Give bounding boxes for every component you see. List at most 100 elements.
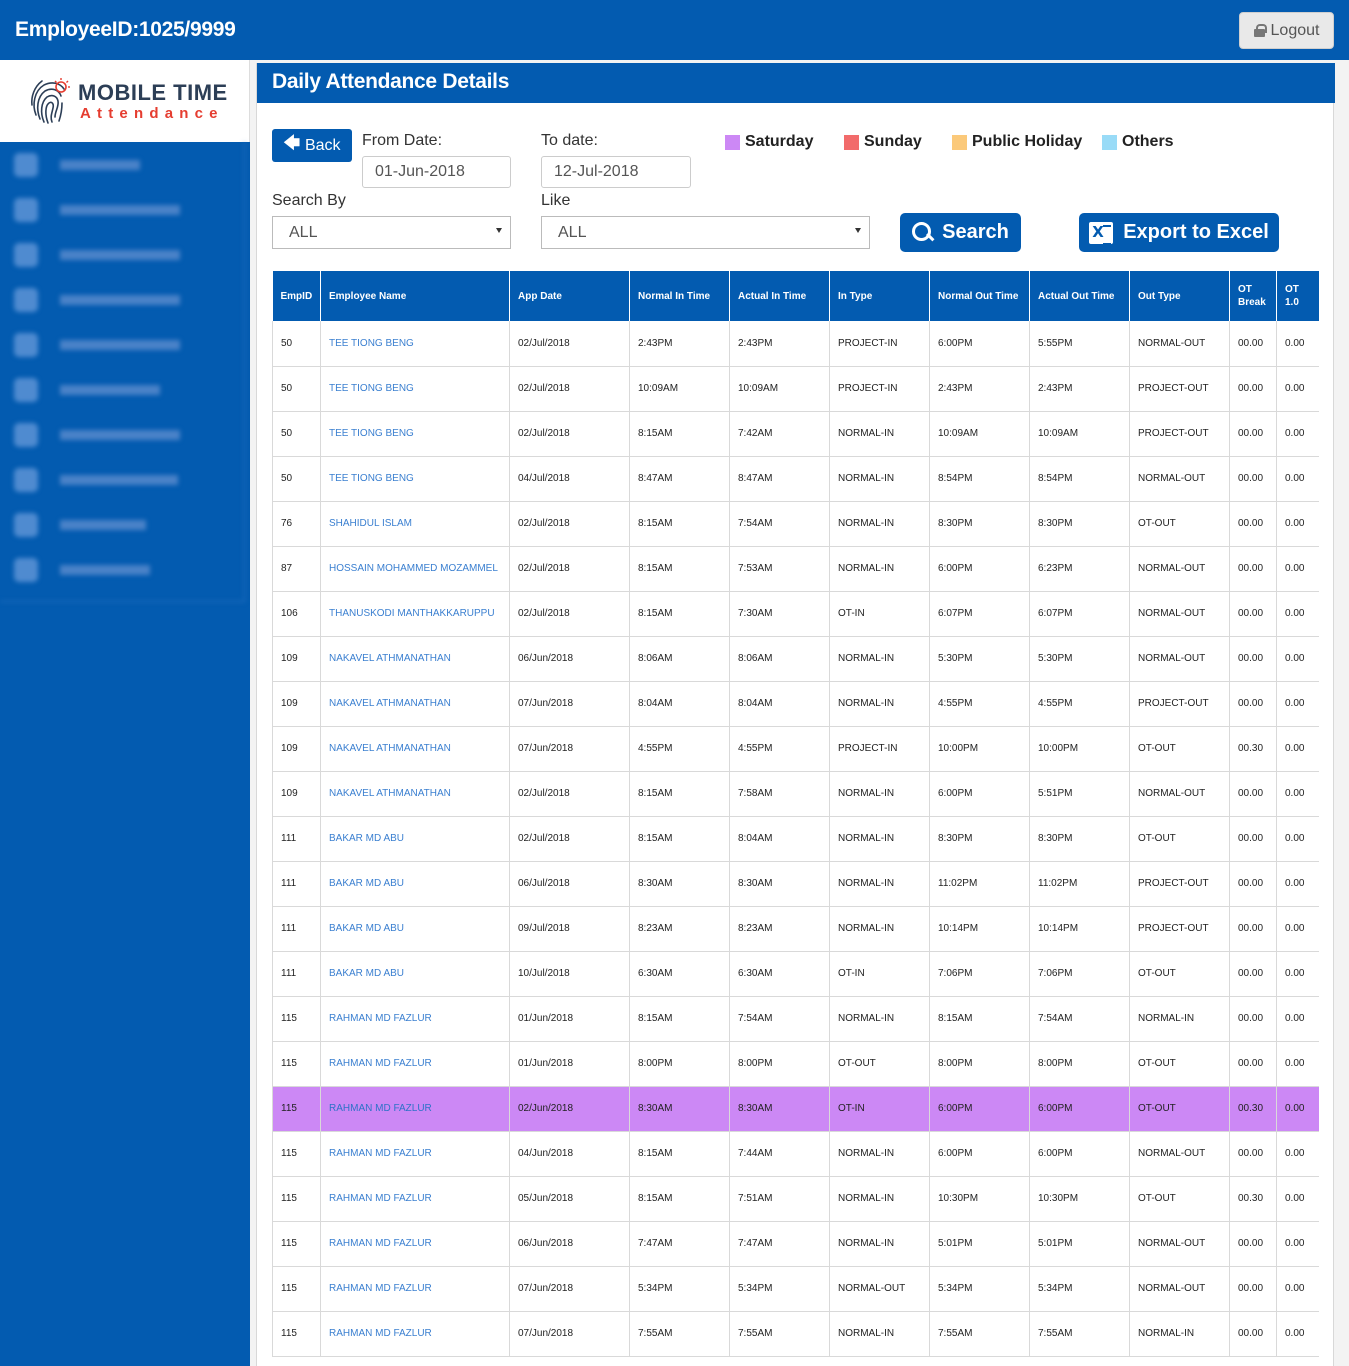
- cell-ot-1-0: 0.00: [1276, 366, 1319, 412]
- column-header-app-date[interactable]: App Date: [509, 271, 630, 321]
- sidebar-item[interactable]: [14, 555, 150, 585]
- table-row: 109 NAKAVEL ATHMANATHAN 06/Jun/2018 8:06AM 8…: [272, 636, 1319, 682]
- search-label: Search: [942, 221, 1009, 243]
- cell-empid: 109: [272, 726, 321, 772]
- cell-app-date: 06/Jun/2018: [509, 636, 630, 682]
- cell-employee-name[interactable]: TEE TIONG BENG: [320, 366, 510, 412]
- cell-employee-name[interactable]: NAKAVEL ATHMANATHAN: [320, 636, 510, 682]
- sidebar-item[interactable]: [14, 285, 180, 315]
- sidebar-item[interactable]: [14, 195, 180, 225]
- export-excel-button[interactable]: Export to Excel: [1079, 213, 1279, 252]
- cell-empid: 115: [272, 1311, 321, 1357]
- cell-actual-in-time: 7:30AM: [729, 591, 830, 637]
- cell-app-date: 01/Jun/2018: [509, 1041, 630, 1087]
- cell-ot-break: 00.00: [1229, 1041, 1277, 1087]
- logout-button[interactable]: Logout: [1239, 12, 1334, 49]
- sidebar-item[interactable]: [14, 510, 146, 540]
- legend-swatch: [844, 134, 859, 150]
- cell-app-date: 09/Jul/2018: [509, 906, 630, 952]
- cell-actual-in-time: 7:55AM: [729, 1311, 830, 1357]
- column-header-in-type[interactable]: In Type: [829, 271, 930, 321]
- cell-employee-name[interactable]: NAKAVEL ATHMANATHAN: [320, 726, 510, 772]
- column-header-ot-break[interactable]: OT Break: [1229, 271, 1277, 321]
- cell-employee-name[interactable]: TEE TIONG BENG: [320, 321, 510, 367]
- cell-employee-name[interactable]: BAKAR MD ABU: [320, 906, 510, 952]
- cell-normal-out-time: 8:30PM: [929, 816, 1030, 862]
- column-header-out-type[interactable]: Out Type: [1129, 271, 1230, 321]
- cell-ot-1-0: 0.00: [1276, 1221, 1319, 1267]
- search-by-select[interactable]: ALL: [272, 216, 511, 249]
- cell-ot-break: 00.30: [1229, 1176, 1277, 1222]
- cell-employee-name[interactable]: RAHMAN MD FAZLUR: [320, 1041, 510, 1087]
- column-header-ot-1-0[interactable]: OT 1.0: [1276, 271, 1319, 321]
- sidebar-item[interactable]: [14, 420, 180, 450]
- cell-out-type: NORMAL-OUT: [1129, 456, 1230, 502]
- to-date-input[interactable]: 12-Jul-2018: [541, 156, 691, 188]
- cell-employee-name[interactable]: TEE TIONG BENG: [320, 411, 510, 457]
- table-row: 115 RAHMAN MD FAZLUR 02/Jun/2018 8:30AM 8:30…: [272, 1086, 1319, 1132]
- column-header-normal-out-time[interactable]: Normal Out Time: [929, 271, 1030, 321]
- sidebar-item[interactable]: [14, 150, 140, 180]
- cell-employee-name[interactable]: NAKAVEL ATHMANATHAN: [320, 681, 510, 727]
- cell-actual-out-time: 5:30PM: [1029, 636, 1130, 682]
- cell-employee-name[interactable]: TEE TIONG BENG: [320, 456, 510, 502]
- column-header-actual-in-time[interactable]: Actual In Time: [729, 271, 830, 321]
- back-button[interactable]: 🡄 Back: [272, 129, 352, 162]
- sidebar-item[interactable]: [14, 465, 178, 495]
- column-header-normal-in-time[interactable]: Normal In Time: [629, 271, 730, 321]
- like-select[interactable]: ALL: [541, 216, 870, 249]
- cell-out-type: OT-OUT: [1129, 816, 1230, 862]
- column-header-empid[interactable]: EmpID: [272, 271, 321, 321]
- cell-empid: 76: [272, 501, 321, 547]
- sidebar-item[interactable]: [14, 375, 160, 405]
- nav-icon: [14, 288, 38, 312]
- cell-in-type: NORMAL-IN: [829, 1221, 930, 1267]
- column-header-employee-name[interactable]: Employee Name: [320, 271, 510, 321]
- app-logo[interactable]: MOBILE TIME Attendance: [0, 60, 250, 142]
- cell-employee-name[interactable]: BAKAR MD ABU: [320, 861, 510, 907]
- cell-normal-out-time: 6:07PM: [929, 591, 1030, 637]
- cell-employee-name[interactable]: RAHMAN MD FAZLUR: [320, 996, 510, 1042]
- cell-normal-in-time: 8:15AM: [629, 1131, 730, 1177]
- back-label: Back: [304, 136, 341, 154]
- cell-employee-name[interactable]: NAKAVEL ATHMANATHAN: [320, 771, 510, 817]
- cell-employee-name[interactable]: RAHMAN MD FAZLUR: [320, 1176, 510, 1222]
- like-value: ALL: [558, 223, 587, 241]
- cell-employee-name[interactable]: RAHMAN MD FAZLUR: [320, 1086, 510, 1132]
- cell-employee-name[interactable]: BAKAR MD ABU: [320, 816, 510, 862]
- cell-employee-name[interactable]: THANUSKODI MANTHAKKARUPPU: [320, 591, 510, 637]
- column-header-actual-out-time[interactable]: Actual Out Time: [1029, 271, 1130, 321]
- cell-employee-name[interactable]: HOSSAIN MOHAMMED MOZAMMEL: [320, 546, 510, 592]
- cell-actual-in-time: 7:51AM: [729, 1176, 830, 1222]
- cell-employee-name[interactable]: SHAHIDUL ISLAM: [320, 501, 510, 547]
- cell-out-type: NORMAL-OUT: [1129, 321, 1230, 367]
- cell-in-type: NORMAL-IN: [829, 816, 930, 862]
- cell-normal-in-time: 8:00PM: [629, 1041, 730, 1087]
- legend-sunday: Sunday: [844, 133, 922, 151]
- cell-ot-break: 00.00: [1229, 321, 1277, 367]
- cell-actual-out-time: 6:00PM: [1029, 1131, 1130, 1177]
- cell-out-type: OT-OUT: [1129, 1176, 1230, 1222]
- cell-empid: 115: [272, 1176, 321, 1222]
- from-date-input[interactable]: 01-Jun-2018: [362, 156, 511, 188]
- cell-empid: 115: [272, 1266, 321, 1312]
- table-row: 109 NAKAVEL ATHMANATHAN 07/Jun/2018 8:04AM 8…: [272, 681, 1319, 727]
- sidebar-item[interactable]: [14, 240, 180, 270]
- cell-actual-in-time: 5:34PM: [729, 1266, 830, 1312]
- cell-normal-in-time: 8:04AM: [629, 681, 730, 727]
- cell-actual-out-time: 8:54PM: [1029, 456, 1130, 502]
- cell-employee-name[interactable]: RAHMAN MD FAZLUR: [320, 1311, 510, 1357]
- cell-employee-name[interactable]: RAHMAN MD FAZLUR: [320, 1131, 510, 1177]
- cell-normal-in-time: 8:15AM: [629, 501, 730, 547]
- table-row: 115 RAHMAN MD FAZLUR 01/Jun/2018 8:15AM 7:54…: [272, 996, 1319, 1042]
- cell-employee-name[interactable]: BAKAR MD ABU: [320, 951, 510, 997]
- cell-employee-name[interactable]: RAHMAN MD FAZLUR: [320, 1266, 510, 1312]
- sidebar-item[interactable]: [14, 330, 180, 360]
- cell-ot-break: 00.00: [1229, 1131, 1277, 1177]
- cell-in-type: OT-IN: [829, 1086, 930, 1132]
- cell-employee-name[interactable]: RAHMAN MD FAZLUR: [320, 1221, 510, 1267]
- search-button[interactable]: Search: [900, 213, 1021, 252]
- table-row: 115 RAHMAN MD FAZLUR 06/Jun/2018 7:47AM 7:47…: [272, 1221, 1319, 1267]
- cell-normal-out-time: 6:00PM: [929, 546, 1030, 592]
- cell-normal-out-time: 10:30PM: [929, 1176, 1030, 1222]
